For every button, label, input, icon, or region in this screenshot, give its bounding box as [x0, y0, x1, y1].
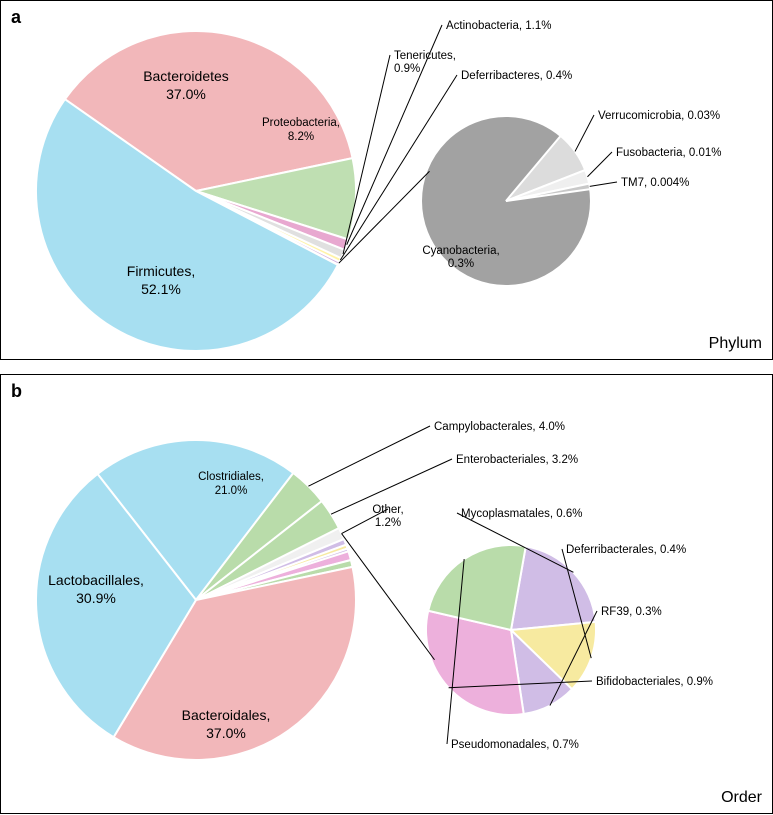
svg-text:Tenericutes,: Tenericutes,	[394, 50, 456, 62]
svg-text:52.1%: 52.1%	[141, 281, 181, 297]
svg-text:21.0%: 21.0%	[215, 485, 248, 497]
svg-text:Firmicutes,: Firmicutes,	[127, 263, 195, 279]
svg-text:Deferribacteres, 0.4%: Deferribacteres, 0.4%	[461, 70, 572, 82]
panel-a-letter: a	[11, 7, 21, 28]
svg-text:Campylobacterales, 4.0%: Campylobacterales, 4.0%	[434, 421, 565, 433]
svg-b: Clostridiales, 21.0% Campylobacterales, 4.…	[1, 375, 773, 815]
svg-text:Bacteroidales,: Bacteroidales,	[182, 707, 271, 723]
svg-text:37.0%: 37.0%	[166, 86, 206, 102]
svg-text:Fusobacteria, 0.01%: Fusobacteria, 0.01%	[616, 147, 721, 159]
svg-text:Verrucomicrobia, 0.03%: Verrucomicrobia, 0.03%	[598, 110, 720, 122]
svg-text:0.9%: 0.9%	[394, 63, 420, 75]
svg-a: Bacteroidetes 37.0% Proteobacteria, 8.2% Act…	[1, 1, 773, 361]
svg-text:Proteobacteria,: Proteobacteria,	[262, 117, 340, 129]
svg-text:Bacteroidetes: Bacteroidetes	[143, 68, 229, 84]
svg-text:Mycoplasmatales, 0.6%: Mycoplasmatales, 0.6%	[461, 508, 582, 520]
panel-b: b Order Clostridiales, 21.0% Campylobacter…	[0, 374, 773, 814]
svg-text:37.0%: 37.0%	[206, 725, 246, 741]
svg-text:0.3%: 0.3%	[448, 258, 474, 270]
svg-text:Lactobacillales,: Lactobacillales,	[48, 572, 144, 588]
svg-text:8.2%: 8.2%	[288, 131, 314, 143]
svg-text:Cyanobacteria,: Cyanobacteria,	[422, 245, 499, 257]
svg-text:Enterobacteriales, 3.2%: Enterobacteriales, 3.2%	[456, 454, 578, 466]
panel-a-title: Phylum	[709, 335, 762, 353]
svg-text:Bifidobacteriales, 0.9%: Bifidobacteriales, 0.9%	[596, 676, 713, 688]
svg-text:Actinobacteria, 1.1%: Actinobacteria, 1.1%	[446, 20, 551, 32]
svg-text:Deferribacterales, 0.4%: Deferribacterales, 0.4%	[566, 544, 686, 556]
panel-a: a Phylum Bacteroidetes 37.0% Proteobacteri…	[0, 0, 773, 360]
svg-text:1.2%: 1.2%	[375, 517, 401, 529]
figure: a Phylum Bacteroidetes 37.0% Proteobacteri…	[0, 0, 773, 814]
svg-text:Clostridiales,: Clostridiales,	[198, 471, 264, 483]
svg-text:Other,: Other,	[372, 504, 403, 516]
panel-b-letter: b	[11, 381, 22, 402]
svg-text:RF39, 0.3%: RF39, 0.3%	[601, 606, 662, 618]
svg-text:30.9%: 30.9%	[76, 590, 116, 606]
panel-b-title: Order	[721, 789, 762, 807]
svg-text:Pseudomonadales, 0.7%: Pseudomonadales, 0.7%	[451, 739, 579, 751]
svg-text:TM7, 0.004%: TM7, 0.004%	[621, 177, 689, 189]
